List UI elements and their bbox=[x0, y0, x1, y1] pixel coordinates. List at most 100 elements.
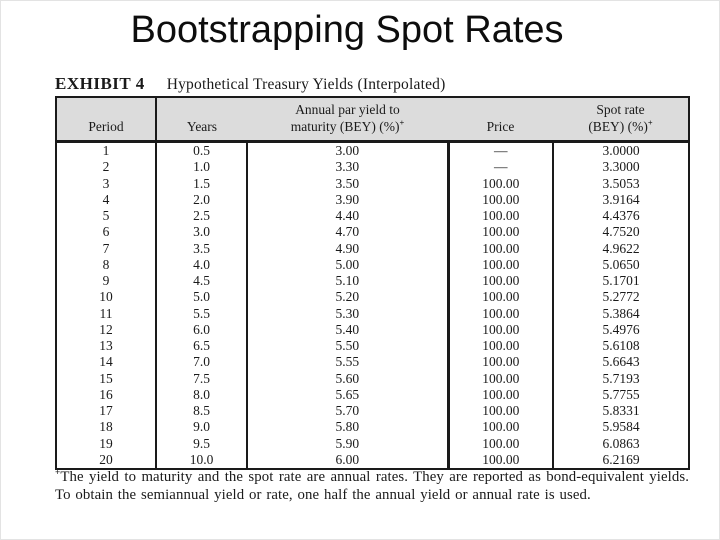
table-row: 2 1.0 3.30— 3.3000 bbox=[56, 159, 689, 176]
cell-price: 100.00 bbox=[448, 256, 554, 273]
footnote-marker-icon: + bbox=[399, 118, 405, 128]
cell-price: — bbox=[448, 159, 554, 176]
cell-years: 7.5 bbox=[156, 370, 248, 387]
cell-spot-rate: 5.1701 bbox=[602, 273, 640, 288]
cell-spot-rate: 5.6643 bbox=[602, 354, 640, 370]
cell-years: 1.0 bbox=[156, 159, 248, 176]
cell-years: 2.5 bbox=[156, 208, 248, 225]
cell-period: 12 bbox=[56, 321, 157, 338]
cell-price: 100.00 bbox=[448, 403, 554, 420]
cell-price: 100.00 bbox=[448, 191, 554, 208]
cell-years: 1.5 bbox=[156, 175, 248, 192]
exhibit-table: Period Years Annual par yield to maturit… bbox=[55, 96, 690, 470]
cell-par-yield: 5.65 bbox=[247, 386, 450, 403]
cell-period: 1 bbox=[56, 141, 157, 160]
table-body: 1 0.5 3.00—3.0000 2 1.0 3.30—3.3000 3 1.5 3.50 10… bbox=[56, 141, 689, 469]
cell-price: — bbox=[448, 141, 554, 160]
cell-period: 16 bbox=[56, 386, 157, 403]
column-header-price: Price bbox=[448, 97, 553, 143]
table-row: 19 9.5 5.90 100.00 6.0863 bbox=[56, 435, 689, 452]
table-row: 15 7.5 5.60 100.00 5.7193 bbox=[56, 370, 689, 387]
cell-price: 100.00 bbox=[448, 305, 554, 322]
footnote-text: The yield to maturity and the spot rate … bbox=[55, 469, 689, 504]
cell-period: 2 bbox=[56, 159, 157, 176]
column-header-price-label: Price bbox=[486, 119, 515, 134]
cell-par-yield: 5.20 bbox=[247, 289, 450, 306]
cell-price: 100.00 bbox=[448, 224, 554, 241]
cell-spot-rate: 3.0000 bbox=[602, 143, 640, 158]
table-row: 14 7.0 5.55 100.00 5.6643 bbox=[56, 354, 689, 371]
column-header-par-yield-line2: maturity (BEY) (%) bbox=[290, 119, 400, 134]
exhibit-label: EXHIBIT 4 bbox=[55, 74, 145, 93]
table-row: 6 3.0 4.70 100.00 4.7520 bbox=[56, 224, 689, 241]
cell-period: 10 bbox=[56, 289, 157, 306]
cell-price: 100.00 bbox=[448, 435, 554, 452]
cell-price: 100.00 bbox=[448, 175, 554, 192]
cell-period: 8 bbox=[56, 256, 157, 273]
cell-spot-rate: 3.5053 bbox=[602, 175, 640, 191]
cell-spot-rate: 4.7520 bbox=[602, 224, 640, 240]
cell-period: 7 bbox=[56, 240, 157, 257]
cell-years: 5.0 bbox=[156, 289, 248, 306]
cell-years: 6.5 bbox=[156, 338, 248, 355]
cell-spot-rate: 5.0650 bbox=[602, 256, 640, 272]
cell-par-yield: 3.90 bbox=[247, 191, 450, 208]
column-header-par-yield-line1: Annual par yield to bbox=[295, 102, 400, 117]
cell-period: 14 bbox=[56, 354, 157, 371]
cell-par-yield: 4.40 bbox=[247, 208, 450, 225]
cell-price: 100.00 bbox=[448, 354, 554, 371]
cell-par-yield: 5.40 bbox=[247, 321, 450, 338]
cell-price: 100.00 bbox=[448, 289, 554, 306]
cell-period: 15 bbox=[56, 370, 157, 387]
column-header-spot-rate-line2: (BEY) (%) bbox=[588, 119, 648, 134]
table-row: 3 1.5 3.50 100.00 3.5053 bbox=[56, 175, 689, 192]
table-header-row: Period Years Annual par yield to maturit… bbox=[56, 97, 689, 143]
cell-price: 100.00 bbox=[448, 370, 554, 387]
column-header-period-label: Period bbox=[88, 119, 124, 134]
cell-par-yield: 6.00 bbox=[247, 451, 450, 469]
cell-spot-rate: 5.9584 bbox=[602, 419, 640, 435]
cell-period: 18 bbox=[56, 419, 157, 436]
cell-par-yield: 5.00 bbox=[247, 256, 450, 273]
cell-spot-rate: 4.9622 bbox=[602, 240, 640, 256]
cell-par-yield: 5.60 bbox=[247, 370, 450, 387]
cell-years: 8.0 bbox=[156, 386, 248, 403]
column-header-par-yield: Annual par yield to maturity (BEY) (%)+ bbox=[247, 97, 448, 143]
cell-period: 6 bbox=[56, 224, 157, 241]
cell-years: 4.0 bbox=[156, 256, 248, 273]
footnote-marker-icon: + bbox=[647, 118, 653, 128]
exhibit-subtitle: Hypothetical Treasury Yields (Interpolat… bbox=[166, 76, 446, 93]
cell-par-yield: 5.80 bbox=[247, 419, 450, 436]
cell-price: 100.00 bbox=[448, 386, 554, 403]
cell-par-yield: 5.30 bbox=[247, 305, 450, 322]
cell-years: 5.5 bbox=[156, 305, 248, 322]
cell-par-yield: 3.30 bbox=[247, 159, 450, 176]
cell-years: 4.5 bbox=[156, 273, 248, 290]
cell-period: 4 bbox=[56, 191, 157, 208]
column-header-years-label: Years bbox=[186, 119, 218, 134]
table-row: 16 8.0 5.65 100.00 5.7755 bbox=[56, 386, 689, 403]
cell-period: 13 bbox=[56, 338, 157, 355]
cell-spot-rate: 5.7755 bbox=[602, 386, 640, 402]
cell-years: 9.0 bbox=[156, 419, 248, 436]
table-header: Period Years Annual par yield to maturit… bbox=[56, 97, 689, 143]
exhibit-caption: EXHIBIT 4 Hypothetical Treasury Yields (I… bbox=[55, 74, 446, 94]
cell-period: 11 bbox=[56, 305, 157, 322]
cell-price: 100.00 bbox=[448, 419, 554, 436]
table-row: 13 6.5 5.50 100.00 5.6108 bbox=[56, 338, 689, 355]
column-header-years: Years bbox=[156, 97, 247, 143]
cell-period: 5 bbox=[56, 208, 157, 225]
cell-spot-rate: 5.6108 bbox=[602, 338, 640, 353]
table-row: 20 10.0 6.00 100.00 6.2169 bbox=[56, 451, 689, 469]
cell-spot-rate: 5.7193 bbox=[602, 370, 640, 386]
cell-spot-rate: 6.0863 bbox=[602, 435, 640, 451]
cell-price: 100.00 bbox=[448, 321, 554, 338]
cell-years: 3.0 bbox=[156, 224, 248, 241]
footnote-marker-icon: + bbox=[55, 467, 61, 478]
cell-par-yield: 4.90 bbox=[247, 240, 450, 257]
cell-period: 3 bbox=[56, 175, 157, 192]
cell-spot-rate: 5.8331 bbox=[602, 403, 640, 418]
cell-period: 9 bbox=[56, 273, 157, 290]
cell-par-yield: 4.70 bbox=[247, 224, 450, 241]
